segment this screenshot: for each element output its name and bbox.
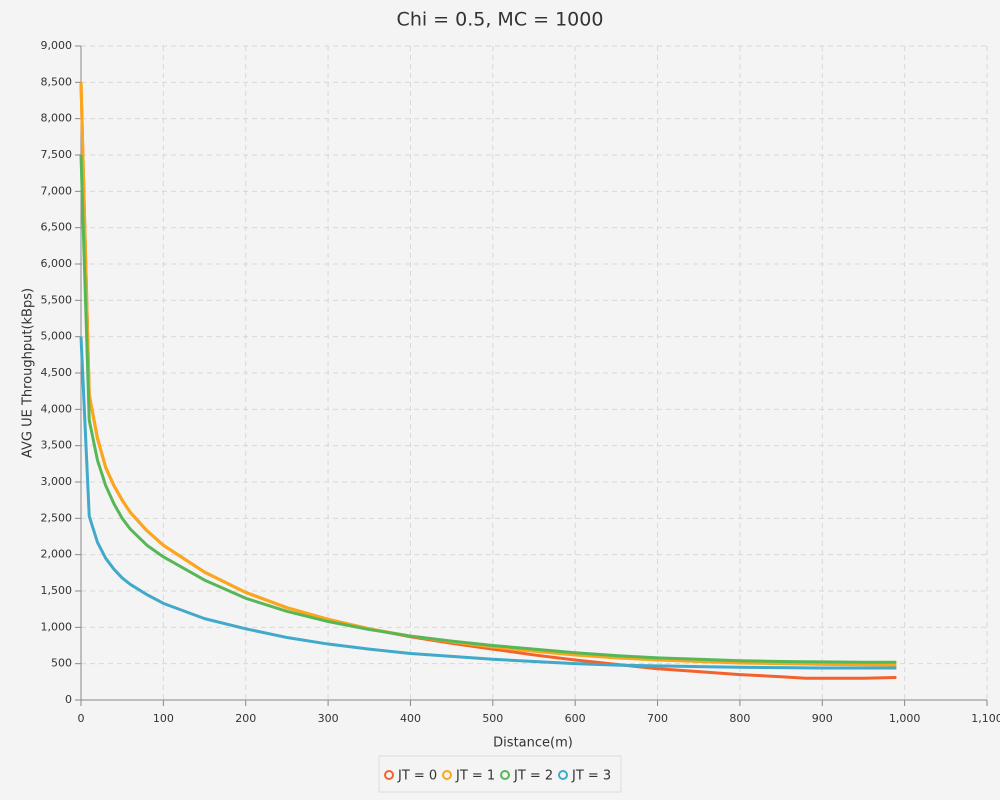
x-tick-label: 400 [400, 712, 421, 725]
legend-label: JT = 1 [455, 769, 495, 784]
y-tick-label: 3,500 [41, 439, 73, 452]
series-line [79, 336, 897, 670]
y-tick-label: 4,000 [41, 402, 73, 415]
y-tick-label: 4,500 [41, 366, 73, 379]
y-tick-label: 3,000 [41, 475, 73, 488]
legend-box [378, 755, 622, 793]
y-tick-label: 9,000 [41, 39, 73, 52]
x-tick-label: 500 [482, 712, 503, 725]
x-tick-label: 600 [565, 712, 586, 725]
y-tick-label: 6,500 [41, 221, 73, 234]
x-tick-label: 800 [729, 712, 750, 725]
y-tick-label: 6,000 [41, 257, 73, 270]
x-axis-label: Distance(m) [493, 736, 573, 751]
y-tick-label: 1,000 [41, 620, 73, 633]
chart-title: Chi = 0.5, MC = 1000 [397, 9, 604, 31]
legend-marker [500, 770, 510, 780]
x-tick-label: 100 [153, 712, 174, 725]
x-tick-label: 1,000 [889, 712, 921, 725]
y-tick-label: 8,000 [41, 112, 73, 125]
y-tick-label: 7,000 [41, 184, 73, 197]
y-tick-label: 500 [51, 657, 72, 670]
y-tick-label: 7,500 [41, 148, 73, 161]
y-tick-label: 0 [65, 693, 72, 706]
y-tick-label: 8,500 [41, 75, 73, 88]
x-tick-label: 700 [647, 712, 668, 725]
legend-label: JT = 0 [397, 769, 437, 784]
y-tick-label: 5,500 [41, 293, 73, 306]
y-axis-label: AVG UE Throughput(kBps) [21, 288, 36, 458]
series-line [79, 154, 897, 664]
y-tick-label: 2,500 [41, 511, 73, 524]
x-tick-label: 300 [318, 712, 339, 725]
legend-marker [442, 770, 452, 780]
legend-label: JT = 2 [513, 769, 553, 784]
y-tick-label: 1,500 [41, 584, 73, 597]
x-tick-label: 900 [812, 712, 833, 725]
legend-label: JT = 3 [571, 769, 611, 784]
x-tick-label: 1,100 [971, 712, 1000, 725]
x-tick-label: 200 [235, 712, 256, 725]
legend-marker [558, 770, 568, 780]
y-tick-label: 2,000 [41, 548, 73, 561]
y-tick-label: 5,000 [41, 330, 73, 343]
legend-marker [384, 770, 394, 780]
x-tick-label: 0 [78, 712, 85, 725]
